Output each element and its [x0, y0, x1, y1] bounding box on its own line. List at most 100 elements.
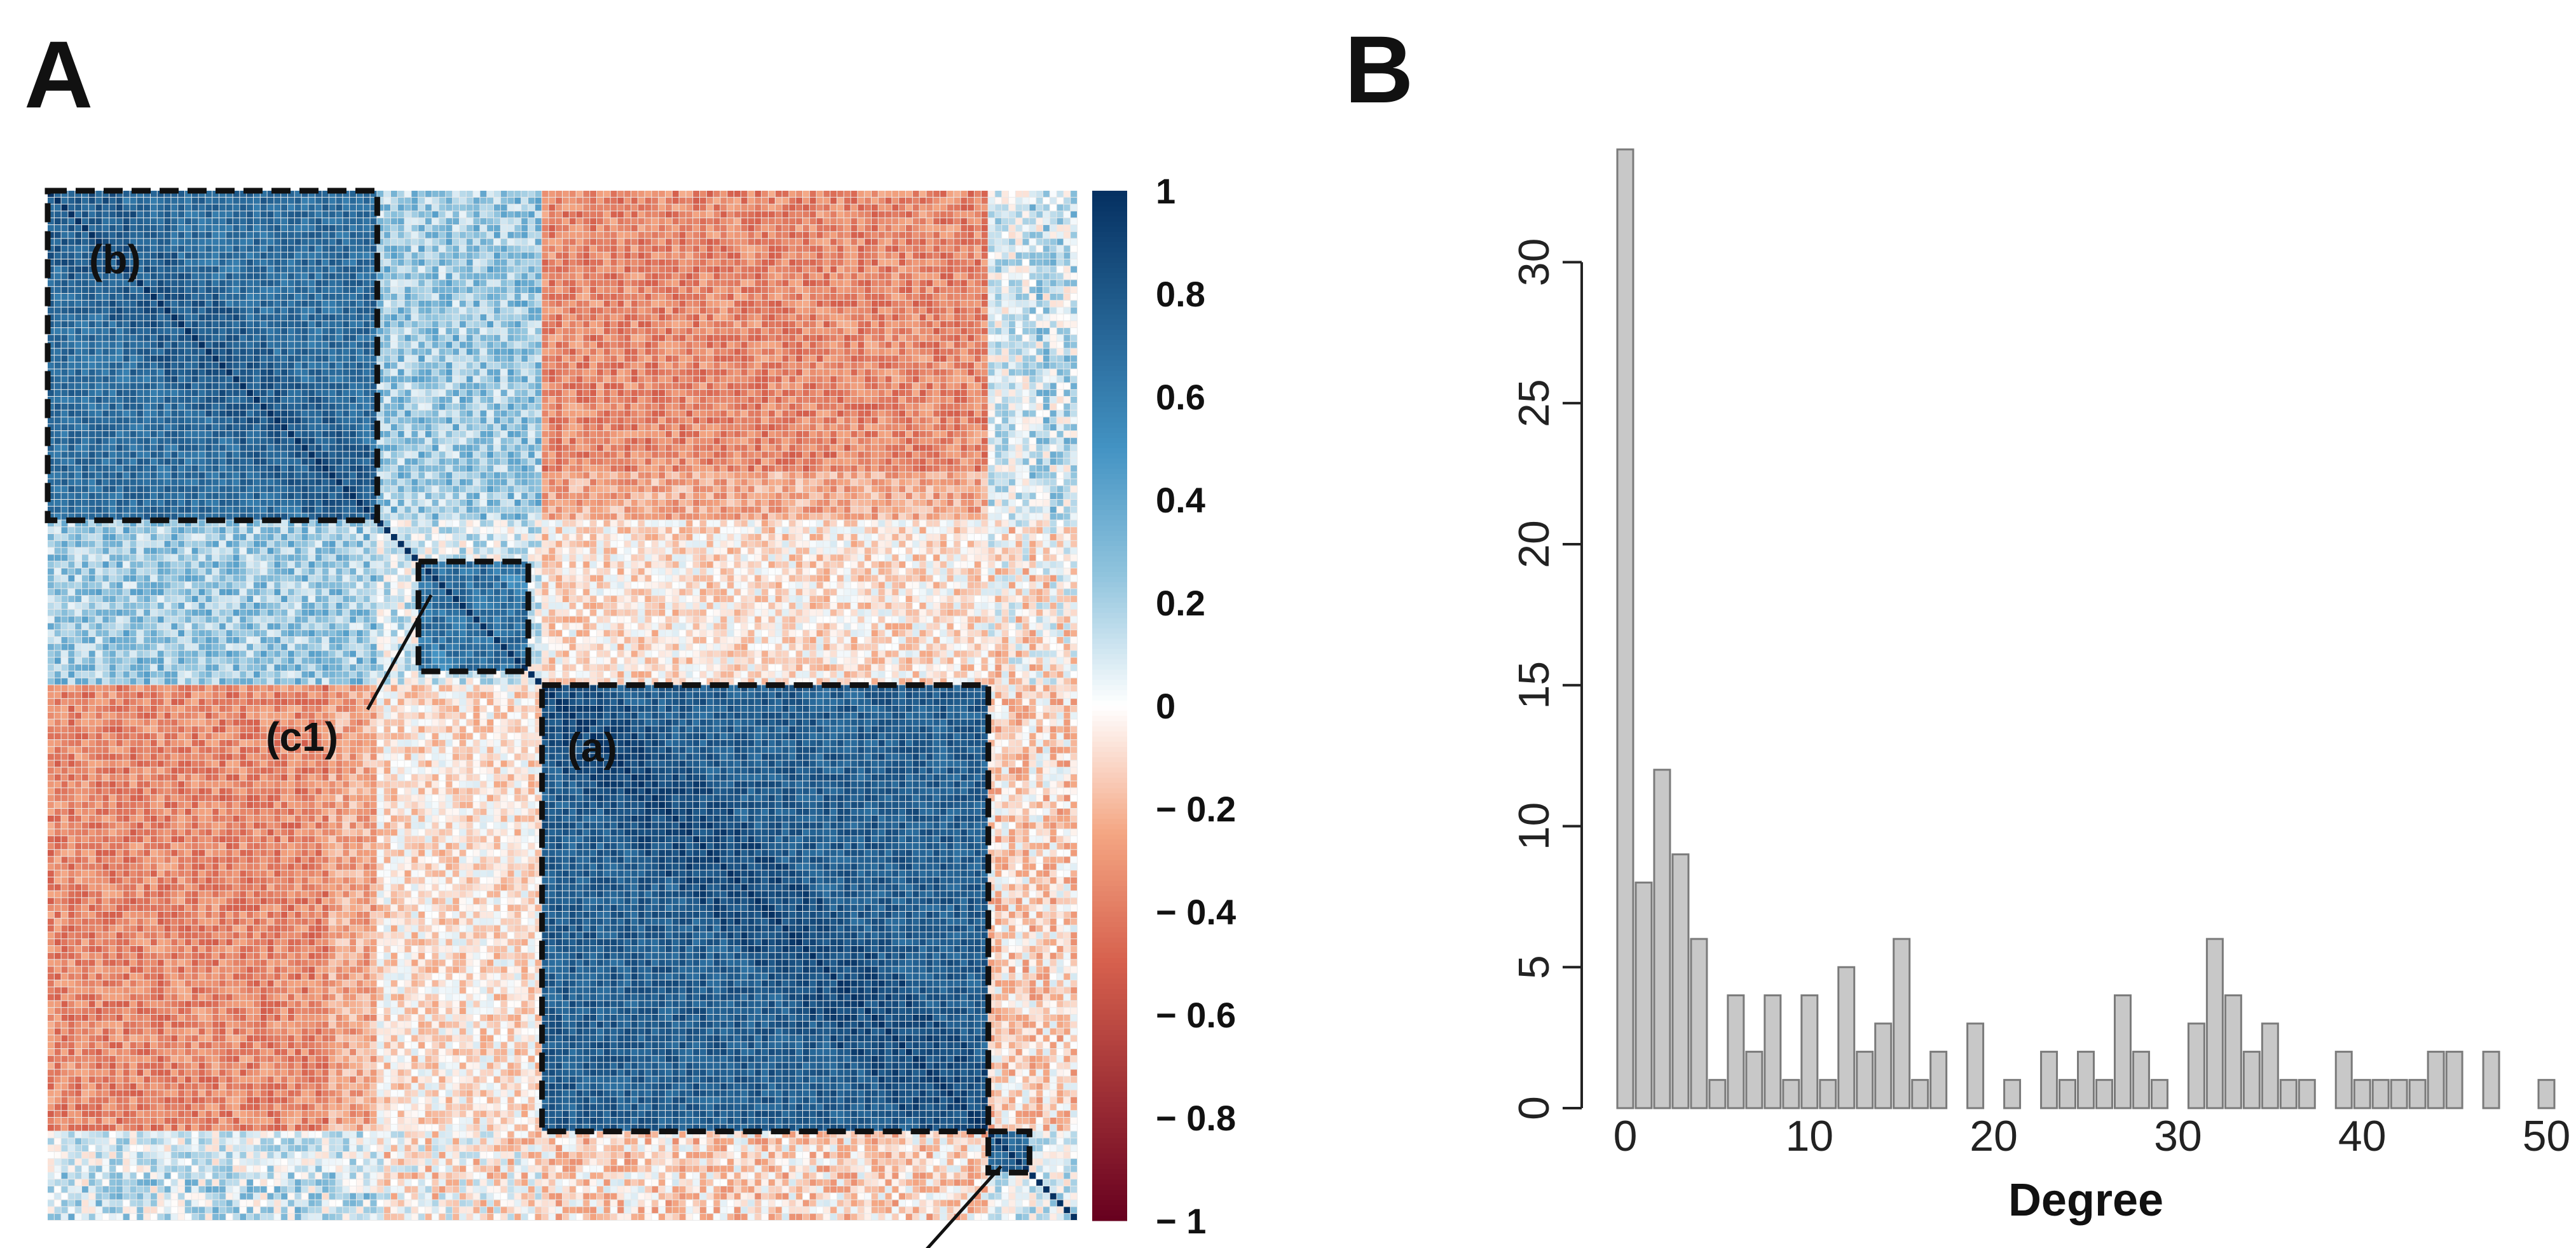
- heatmap-cell: [892, 231, 899, 238]
- heatmap-cell: [775, 259, 782, 266]
- heatmap-cell: [322, 252, 329, 259]
- heatmap-cell: [240, 225, 247, 231]
- heatmap-cell: [357, 238, 363, 245]
- heatmap-cell: [75, 197, 81, 204]
- heatmap-cell: [666, 204, 672, 211]
- heatmap-cell: [617, 334, 624, 341]
- heatmap-cell: [61, 238, 68, 245]
- heatmap-cell: [563, 197, 569, 204]
- heatmap-cell: [432, 362, 439, 369]
- heatmap-cell: [610, 266, 617, 273]
- heatmap-cell: [652, 191, 659, 197]
- heatmap-cell: [185, 204, 191, 211]
- heatmap-cell: [693, 204, 699, 211]
- heatmap-cell: [404, 197, 411, 204]
- heatmap-cell: [61, 252, 68, 259]
- heatmap-cell: [556, 355, 562, 362]
- heatmap-cell: [610, 348, 617, 355]
- heatmap-cell: [775, 231, 782, 238]
- heatmap-cell: [1050, 403, 1057, 410]
- heatmap-cell: [281, 245, 287, 252]
- heatmap-cell: [460, 280, 466, 287]
- heatmap-cell: [48, 191, 54, 197]
- heatmap-cell: [137, 218, 144, 224]
- heatmap-cell: [872, 410, 878, 417]
- heatmap-cell: [240, 328, 247, 334]
- heatmap-cell: [260, 397, 267, 403]
- heatmap-cell: [919, 204, 926, 211]
- heatmap-cell: [975, 238, 981, 245]
- heatmap-cell: [1022, 397, 1029, 403]
- heatmap-cell: [542, 231, 549, 238]
- heatmap-cell: [693, 376, 699, 383]
- heatmap-cell: [645, 252, 652, 259]
- heatmap-cell: [123, 307, 130, 314]
- heatmap-cell: [460, 383, 466, 390]
- heatmap-cell: [370, 218, 377, 224]
- heatmap-cell: [48, 252, 54, 259]
- heatmap-cell: [844, 307, 851, 314]
- heatmap-cell: [672, 321, 679, 327]
- heatmap-cell: [837, 280, 844, 287]
- heatmap-cell: [748, 314, 755, 321]
- heatmap-cell: [54, 390, 61, 396]
- heatmap-cell: [466, 410, 473, 417]
- heatmap-cell: [315, 225, 322, 231]
- heatmap-cell: [48, 211, 54, 218]
- heatmap-cell: [521, 218, 528, 224]
- heatmap-cell: [247, 266, 253, 273]
- heatmap-cell: [700, 280, 706, 287]
- heatmap-cell: [961, 259, 968, 266]
- heatmap-cell: [968, 355, 974, 362]
- heatmap-cell: [975, 321, 981, 327]
- heatmap-cell: [659, 390, 665, 396]
- heatmap-cell: [899, 328, 905, 334]
- heatmap-cell: [528, 197, 535, 204]
- heatmap-cell: [631, 225, 638, 231]
- heatmap-cell: [397, 383, 404, 390]
- heatmap-cell: [75, 397, 81, 403]
- heatmap-cell: [500, 225, 507, 231]
- heatmap-cell: [480, 218, 487, 224]
- heatmap-cell: [123, 252, 130, 259]
- heatmap-cell: [851, 245, 858, 252]
- heatmap-cell: [796, 204, 802, 211]
- heatmap-cell: [872, 341, 878, 348]
- heatmap-cell: [700, 300, 706, 307]
- heatmap-cell: [1022, 362, 1029, 369]
- heatmap-cell: [171, 397, 178, 403]
- heatmap-cell: [933, 294, 940, 300]
- heatmap-cell: [1064, 362, 1071, 369]
- heatmap-cell: [535, 341, 542, 348]
- heatmap-cell: [603, 376, 610, 383]
- heatmap-cell: [109, 231, 116, 238]
- heatmap-cell: [226, 328, 233, 334]
- heatmap-cell: [453, 191, 459, 197]
- heatmap-cell: [171, 266, 178, 273]
- heatmap-cell: [500, 259, 507, 266]
- heatmap-cell: [954, 369, 961, 376]
- heatmap-cell: [693, 390, 699, 396]
- heatmap-cell: [837, 397, 844, 403]
- heatmap-cell: [872, 348, 878, 355]
- heatmap-cell: [178, 348, 184, 355]
- heatmap-cell: [507, 369, 514, 376]
- heatmap-cell: [88, 204, 95, 211]
- heatmap-cell: [549, 231, 556, 238]
- heatmap-cell: [391, 287, 397, 293]
- heatmap-cell: [391, 294, 397, 300]
- heatmap-cell: [713, 204, 720, 211]
- heatmap-cell: [535, 280, 542, 287]
- heatmap-cell: [1029, 218, 1036, 224]
- heatmap-cell: [906, 307, 912, 314]
- heatmap-cell: [377, 280, 384, 287]
- heatmap-cell: [343, 307, 350, 314]
- heatmap-cell: [453, 383, 459, 390]
- heatmap-cell: [322, 273, 329, 280]
- heatmap-cell: [446, 225, 453, 231]
- heatmap-cell: [1029, 397, 1036, 403]
- heatmap-cell: [123, 362, 130, 369]
- heatmap-cell: [988, 245, 995, 252]
- heatmap-cell: [769, 197, 775, 204]
- heatmap-cell: [659, 397, 665, 403]
